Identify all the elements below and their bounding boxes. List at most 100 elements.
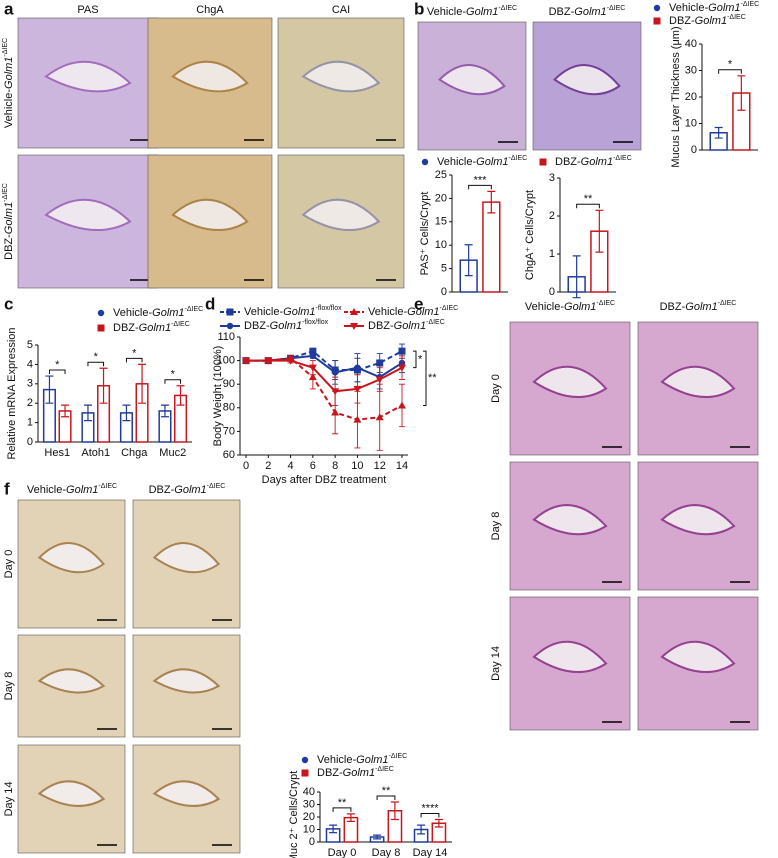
significance-label: * [94,351,99,363]
error-bar [572,255,581,299]
tissue-lumen [438,64,506,96]
label-part: Golm1 [356,754,388,766]
row-title: Day 0 [3,550,15,579]
legend-label: DBZ-Golm1-ΔIEC [669,14,746,27]
column-title: PAS [77,4,98,16]
panel-letter: a [4,0,14,18]
x-tick-label: 14 [396,460,408,472]
label-part: Vehicle- [317,754,356,766]
y-tick-label: 0 [549,286,555,298]
label-part: Vehicle- [525,301,564,313]
label-part: Golm1 [270,320,302,332]
label-part: -ΔIEC [509,155,528,162]
x-tick-label: Hes1 [44,447,70,459]
x-tick-label: Day 0 [328,847,357,858]
significance-label: **** [421,802,439,814]
error-bar [346,813,355,822]
label-part: -ΔIEC [498,5,517,12]
significance-label: * [728,59,733,71]
significance-bracket [576,203,600,209]
row-title: Day 14 [3,782,15,817]
significance-label: * [418,353,423,365]
marker [539,158,547,166]
x-tick-label: Chga [121,447,148,459]
marker [353,385,362,393]
significance-label: * [55,359,60,371]
y-tick-label: 20 [685,91,697,103]
marker [350,308,358,315]
y-tick-label: 20 [435,192,447,204]
label-part: DBZ- [555,156,581,168]
label-part: DBZ- [368,320,394,332]
y-tick-label: 30 [303,798,315,810]
y-tick-label: 60 [223,449,235,461]
x-tick-label: 0 [243,460,249,472]
error-bar [487,190,496,214]
marker [301,769,309,777]
panel-letter: c [4,294,13,313]
significance-bracket [48,369,66,375]
significance-label: *** [474,174,488,186]
legend-label: Vehicle-Golm1-flox/flox [244,305,342,318]
marker [350,323,358,330]
legend-label: DBZ-Golm1-ΔIEC [555,155,632,168]
label-part: -ΔIEC [185,306,204,313]
y-tick-label: 40 [685,38,697,50]
label-part: -ΔIEC [2,38,9,57]
x-tick-label: 4 [288,460,294,472]
column-title: DBZ-Golm1-ΔIEC [149,483,226,496]
error-bar [390,801,399,821]
panel-letter: f [4,479,10,498]
y-tick-label: 0 [309,836,315,848]
error-bar [714,126,723,139]
error-bar [434,818,443,828]
label-part: -ΔIEC [613,155,632,162]
y-axis-label: Muc 2⁺ Cells/Crypt [288,771,300,858]
label-part: DBZ- [244,320,270,332]
y-tick-label: 80 [223,402,235,414]
x-tick-label: 12 [374,460,386,472]
tissue-lumen [660,640,736,674]
panel-letter: d [205,294,215,313]
marker [398,347,406,355]
tissue-lumen [171,60,249,93]
label-part: -ΔIEC [389,753,408,760]
column-title: Vehicle-Golm1-ΔIEC [27,483,117,496]
y-axis-label: Relative mRNA Expression [6,327,18,459]
y-tick-label: 1 [27,417,33,429]
y-tick-label: 10 [685,117,697,129]
significance-bracket [420,813,440,818]
x-tick-label: Day 14 [413,847,448,858]
marker [331,369,339,376]
marker [226,322,234,330]
label-part: -ΔIEC [98,483,117,490]
label-part: Golm1 [3,202,15,234]
label-part: Golm1 [343,767,375,779]
significance-bracket [468,184,492,190]
y-axis-label: PAS⁺ Cells/Crypt [419,192,431,276]
tissue-lumen [44,198,132,232]
y-tick-label: 10 [435,239,447,251]
error-bar [83,404,92,422]
marker [353,415,362,423]
panel-letter: e [414,294,423,313]
column-title: Vehicle-Golm1-ΔIEC [525,300,615,313]
series-line [246,359,403,393]
row-title: Day 8 [490,512,502,541]
y-tick-label: 0 [691,144,697,156]
label-part: Golm1 [66,484,98,496]
tissue-lumen [660,504,736,536]
column-title: DBZ-Golm1-ΔIEC [660,300,737,313]
x-tick-label: 10 [351,460,363,472]
significance-bracket [164,379,182,384]
label-part: Vehicle- [437,156,476,168]
y-tick-label: 40 [303,786,315,798]
error-bar [99,367,108,404]
marker [309,352,317,360]
marker [376,359,384,367]
tissue-lumen [532,640,608,674]
marker [398,364,406,372]
x-axis-label: Days after DBZ treatment [262,474,387,486]
marker [331,408,340,416]
